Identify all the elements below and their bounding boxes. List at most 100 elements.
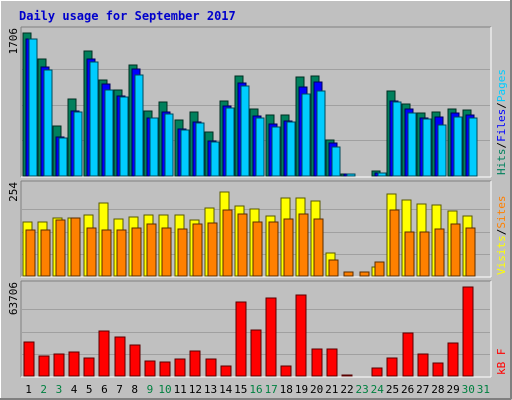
bar-sites-day-27	[419, 231, 430, 277]
day-label-28: 28	[431, 383, 444, 396]
bar-pages-day-29	[453, 116, 463, 177]
bar-pages-day-6	[104, 89, 114, 177]
bar-kb-f-day-29	[447, 342, 459, 377]
day-label-8: 8	[131, 383, 138, 396]
bar-sites-day-3	[55, 219, 66, 277]
bar-pages-day-26	[407, 112, 417, 177]
bar-pages-day-12	[195, 122, 205, 177]
bar-kb-f-day-8	[129, 344, 141, 377]
panel-legend: Hits/Files/Pages	[495, 69, 508, 175]
day-label-12: 12	[189, 383, 202, 396]
panel-legend: kB F	[495, 349, 508, 376]
bar-sites-day-19	[298, 213, 309, 277]
bar-kb-f-day-30	[462, 286, 474, 377]
day-label-14: 14	[219, 383, 233, 396]
day-label-3: 3	[56, 383, 63, 396]
day-label-7: 7	[116, 383, 123, 396]
bar-sites-day-29	[450, 223, 461, 277]
bar-sites-day-22	[343, 271, 354, 277]
bar-sites-day-4	[70, 217, 81, 277]
bar-kb-f-day-11	[174, 358, 186, 377]
bar-sites-day-1	[25, 229, 36, 277]
legend-item-1: /	[495, 229, 508, 236]
day-label-9: 9	[147, 383, 154, 396]
bar-kb-f-day-28	[432, 362, 444, 377]
day-label-1: 1	[25, 383, 32, 396]
max-value-label: 254	[7, 182, 20, 202]
bar-pages-day-15	[240, 85, 250, 177]
panel-kbytes: 63706 kB F	[7, 280, 508, 378]
legend-item-0: Visits	[495, 235, 508, 275]
bar-sites-day-24	[374, 261, 385, 277]
bar-kb-f-day-9	[144, 360, 156, 377]
bar-pages-day-16	[255, 117, 265, 177]
bar-pages-day-8	[134, 74, 144, 177]
bar-pages-day-3	[58, 137, 68, 177]
bar-kb-f-day-6	[98, 330, 110, 377]
bar-sites-day-11	[177, 228, 188, 277]
bar-pages-day-19	[301, 93, 311, 177]
day-label-6: 6	[101, 383, 108, 396]
bar-sites-day-30	[465, 227, 476, 277]
bar-pages-day-27	[422, 118, 432, 177]
bar-sites-day-12	[192, 223, 203, 277]
bar-sites-day-20	[313, 218, 324, 277]
bar-kb-f-day-26	[402, 332, 414, 377]
chart-panels: 1706Hits/Files/Pages254Visits/Sites63706…	[7, 26, 508, 378]
bar-kb-f-day-14	[220, 365, 232, 377]
panel-legend: Visits/Sites	[495, 196, 508, 276]
bar-pages-day-20	[316, 90, 326, 177]
bar-kb-f-day-13	[205, 358, 217, 377]
bar-sites-day-15	[237, 213, 248, 277]
day-labels: 1 2 3 4 5 6 7 8 9 10 11 12 13 14 15 16 17 18 19 20 21 22 23 24 2…	[25, 383, 490, 396]
day-label-22: 22	[340, 383, 353, 396]
legend-item-1: /	[495, 142, 508, 149]
bar-kb-f-day-2	[38, 355, 50, 377]
day-label-15: 15	[234, 383, 247, 396]
bar-sites-day-23	[359, 271, 370, 277]
bar-kb-f-day-24	[371, 367, 383, 377]
bar-sites-day-6	[101, 229, 112, 277]
bar-pages-day-30	[468, 117, 478, 177]
bar-sites-day-5	[86, 227, 97, 277]
bar-kb-f-day-25	[386, 357, 398, 377]
bar-sites-day-7	[116, 229, 127, 277]
day-label-29: 29	[446, 383, 459, 396]
bar-pages-day-22	[346, 173, 356, 177]
bar-pages-day-7	[119, 96, 129, 177]
bar-kb-f-day-20	[311, 348, 323, 377]
bar-kb-f-day-22	[341, 374, 353, 377]
day-label-11: 11	[174, 383, 187, 396]
bar-sites-day-26	[404, 231, 415, 277]
max-value-label: 63706	[7, 282, 20, 315]
day-label-30: 30	[462, 383, 475, 396]
bar-sites-day-16	[252, 221, 263, 277]
bar-kb-f-day-7	[114, 336, 126, 377]
legend-item-0: kB F	[495, 349, 508, 376]
bar-pages-day-9	[149, 117, 159, 177]
day-label-13: 13	[204, 383, 217, 396]
bar-kb-f-day-18	[280, 365, 292, 377]
day-label-23: 23	[355, 383, 368, 396]
day-label-27: 27	[416, 383, 429, 396]
bar-sites-day-2	[40, 229, 51, 277]
day-label-5: 5	[86, 383, 93, 396]
chart-title: Daily usage for September 2017	[19, 9, 236, 23]
day-label-26: 26	[401, 383, 414, 396]
bar-pages-day-2	[43, 69, 53, 177]
bar-kb-f-day-17	[265, 297, 277, 377]
day-label-20: 20	[310, 383, 323, 396]
bar-pages-day-10	[164, 113, 174, 177]
series-sites	[25, 209, 476, 277]
bar-pages-day-21	[331, 146, 341, 177]
bar-kb-f-day-16	[250, 329, 262, 377]
bar-kb-f-day-19	[295, 294, 307, 377]
bar-sites-day-13	[207, 222, 218, 277]
bar-sites-day-18	[283, 218, 294, 277]
bar-kb-f-day-27	[417, 353, 429, 377]
bar-pages-day-4	[73, 111, 83, 177]
bar-sites-day-9	[146, 223, 157, 277]
legend-item-2: Sites	[495, 196, 508, 229]
